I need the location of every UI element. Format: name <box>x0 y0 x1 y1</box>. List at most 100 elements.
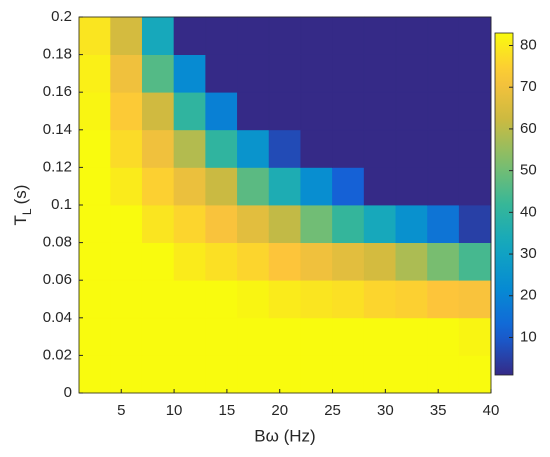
heatmap-cell <box>268 354 302 394</box>
heatmap-cell <box>205 166 238 206</box>
heatmap-cell <box>300 317 333 356</box>
x-tick-label: 10 <box>166 402 183 419</box>
heatmap-cell <box>205 129 238 168</box>
heatmap-cell <box>395 166 429 206</box>
heatmap-cell <box>141 91 175 131</box>
heatmap-cell <box>237 317 270 356</box>
heatmap-cell <box>268 204 302 243</box>
y-tick-label: 0.16 <box>43 83 72 100</box>
y-tick-label: 0.1 <box>51 196 72 213</box>
heatmap-cell <box>237 129 270 168</box>
colorbar-tick-label: 50 <box>520 162 537 179</box>
heatmap-cell <box>363 129 397 168</box>
heatmap-cell <box>458 317 492 356</box>
heatmap-cell <box>458 204 492 243</box>
heatmap-cell <box>427 242 460 281</box>
y-axis-label-main: T <box>11 215 30 225</box>
heatmap-cell <box>395 129 429 168</box>
heatmap-cell <box>427 279 460 319</box>
heatmap-cell <box>458 91 492 131</box>
heatmap-cell <box>458 354 492 394</box>
heatmap-cell <box>268 242 302 281</box>
heatmap-cell <box>363 204 397 243</box>
x-tick-label: 5 <box>117 402 125 419</box>
heatmap-cell <box>300 242 333 281</box>
colorbar-tick-label: 70 <box>520 78 537 95</box>
heatmap-cell <box>205 242 238 281</box>
heatmap-cell <box>363 166 397 206</box>
heatmap-cell <box>110 91 143 131</box>
heatmap-cell <box>427 354 460 394</box>
heatmap-cell <box>300 166 333 206</box>
heatmap-cell <box>395 317 429 356</box>
heatmap-cell <box>300 279 333 319</box>
y-tick-label: 0 <box>64 384 72 401</box>
heatmap-cell <box>173 242 207 281</box>
heatmap-cell <box>395 54 429 93</box>
heatmap-cell <box>110 354 143 394</box>
heatmap-cell <box>205 279 238 319</box>
heatmap-cell <box>268 16 302 55</box>
x-tick-label: 15 <box>219 402 236 419</box>
heatmap-cell <box>78 166 112 206</box>
heatmap-cell <box>237 54 270 93</box>
heatmap-cell <box>78 204 112 243</box>
colorbar-tick-label: 80 <box>520 36 537 53</box>
heatmap-cell <box>110 129 143 168</box>
heatmap-cell <box>395 16 429 55</box>
colorbar-tick-label: 10 <box>520 328 537 345</box>
heatmap-cell <box>300 54 333 93</box>
heatmap-cell <box>173 166 207 206</box>
x-tick-label: 35 <box>430 402 447 419</box>
heatmap <box>78 16 492 394</box>
heatmap-cell <box>395 242 429 281</box>
heatmap-cell <box>332 166 365 206</box>
heatmap-cell <box>141 354 175 394</box>
x-axis-label: Bω (Hz) <box>254 426 315 445</box>
heatmap-cell <box>141 16 175 55</box>
colorbar-tick-label: 30 <box>520 245 537 262</box>
heatmap-cell <box>458 279 492 319</box>
heatmap-cell <box>268 279 302 319</box>
heatmap-cell <box>141 54 175 93</box>
y-tick-label: 0.02 <box>43 346 72 363</box>
heatmap-cell <box>110 54 143 93</box>
x-tick-label: 30 <box>377 402 394 419</box>
heatmap-cell <box>205 54 238 93</box>
heatmap-cell <box>141 166 175 206</box>
heatmap-cell <box>237 204 270 243</box>
heatmap-cell <box>237 242 270 281</box>
heatmap-cell <box>332 317 365 356</box>
heatmap-cell <box>332 16 365 55</box>
heatmap-cell <box>332 242 365 281</box>
heatmap-cell <box>300 354 333 394</box>
y-axis-label-subscript: L <box>20 208 34 215</box>
y-axis-label: TL (s) <box>11 185 34 226</box>
x-tick-label: 25 <box>324 402 341 419</box>
heatmap-cell <box>332 204 365 243</box>
colorbar-tick-label: 60 <box>520 120 537 137</box>
heatmap-cell <box>458 54 492 93</box>
heatmap-cell <box>300 91 333 131</box>
heatmap-cell <box>110 166 143 206</box>
heatmap-cell <box>332 129 365 168</box>
heatmap-cell <box>268 317 302 356</box>
heatmap-cell <box>110 279 143 319</box>
heatmap-cell <box>395 91 429 131</box>
heatmap-cell <box>237 16 270 55</box>
heatmap-cell <box>363 16 397 55</box>
heatmap-cell <box>268 129 302 168</box>
heatmap-cell <box>78 91 112 131</box>
heatmap-cell <box>332 354 365 394</box>
heatmap-cell <box>363 91 397 131</box>
heatmap-cell <box>173 354 207 394</box>
heatmap-cell <box>141 317 175 356</box>
heatmap-cell <box>458 129 492 168</box>
x-tick-label: 40 <box>483 402 500 419</box>
heatmap-cell <box>395 204 429 243</box>
y-tick-label: 0.12 <box>43 158 72 175</box>
heatmap-cell <box>363 54 397 93</box>
heatmap-cell <box>173 129 207 168</box>
heatmap-cell <box>173 204 207 243</box>
